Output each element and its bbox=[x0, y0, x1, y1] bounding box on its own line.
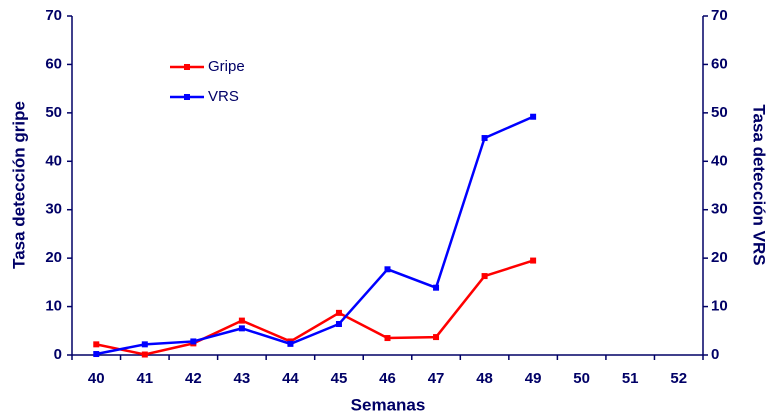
y-tick-label: 10 bbox=[45, 298, 62, 315]
y2-tick-label: 40 bbox=[711, 152, 728, 169]
point bbox=[141, 351, 148, 358]
y2-tick-label: 60 bbox=[711, 55, 728, 72]
legend-label: Gripe bbox=[208, 58, 245, 75]
point bbox=[433, 334, 440, 341]
legend-marker bbox=[184, 94, 190, 100]
x-tick-label: 50 bbox=[573, 370, 590, 387]
point bbox=[530, 257, 537, 264]
point bbox=[141, 341, 148, 348]
x-tick-label: 47 bbox=[428, 370, 445, 387]
point bbox=[481, 135, 488, 142]
legend-marker bbox=[184, 64, 190, 70]
y-tick-label: 20 bbox=[45, 249, 62, 266]
point bbox=[287, 340, 294, 347]
point bbox=[238, 325, 245, 332]
series-line bbox=[96, 115, 534, 356]
point bbox=[93, 341, 100, 348]
y-tick-label: 0 bbox=[54, 346, 62, 363]
point bbox=[481, 273, 488, 280]
y-tick-label: 30 bbox=[45, 201, 62, 218]
series-line bbox=[96, 259, 534, 356]
x-axis-label: Semanas bbox=[351, 395, 426, 414]
y2-tick-label: 50 bbox=[711, 104, 728, 121]
x-tick-label: 48 bbox=[476, 370, 493, 387]
y2-tick-label: 30 bbox=[711, 201, 728, 218]
y-tick-label: 60 bbox=[45, 55, 62, 72]
point bbox=[384, 266, 391, 273]
y-tick-label: 50 bbox=[45, 104, 62, 121]
x-tick-label: 43 bbox=[234, 370, 251, 387]
point bbox=[190, 338, 197, 345]
x-tick-label: 41 bbox=[136, 370, 153, 387]
point bbox=[384, 335, 391, 342]
y2-tick-label: 70 bbox=[711, 7, 728, 24]
x-tick-label: 42 bbox=[185, 370, 202, 387]
x-tick-label: 44 bbox=[282, 370, 299, 387]
point bbox=[530, 113, 537, 120]
x-tick-label: 40 bbox=[88, 370, 105, 387]
x-tick-label: 46 bbox=[379, 370, 396, 387]
x-tick-label: 45 bbox=[331, 370, 348, 387]
point bbox=[238, 317, 245, 324]
y-tick-label: 70 bbox=[45, 7, 62, 24]
y2-tick-label: 20 bbox=[711, 249, 728, 266]
y-axis-label: Tasa detección gripe bbox=[9, 101, 28, 269]
x-tick-label: 52 bbox=[670, 370, 687, 387]
y2-tick-label: 0 bbox=[711, 346, 719, 363]
point bbox=[335, 309, 342, 316]
point bbox=[335, 321, 342, 328]
y-tick-label: 40 bbox=[45, 152, 62, 169]
legend-label: VRS bbox=[208, 88, 239, 105]
x-tick-label: 51 bbox=[622, 370, 639, 387]
point bbox=[93, 351, 100, 358]
y2-tick-label: 10 bbox=[711, 298, 728, 315]
x-tick-label: 49 bbox=[525, 370, 542, 387]
y2-axis-label: Tasa detección VRS bbox=[750, 104, 768, 265]
point bbox=[433, 284, 440, 291]
